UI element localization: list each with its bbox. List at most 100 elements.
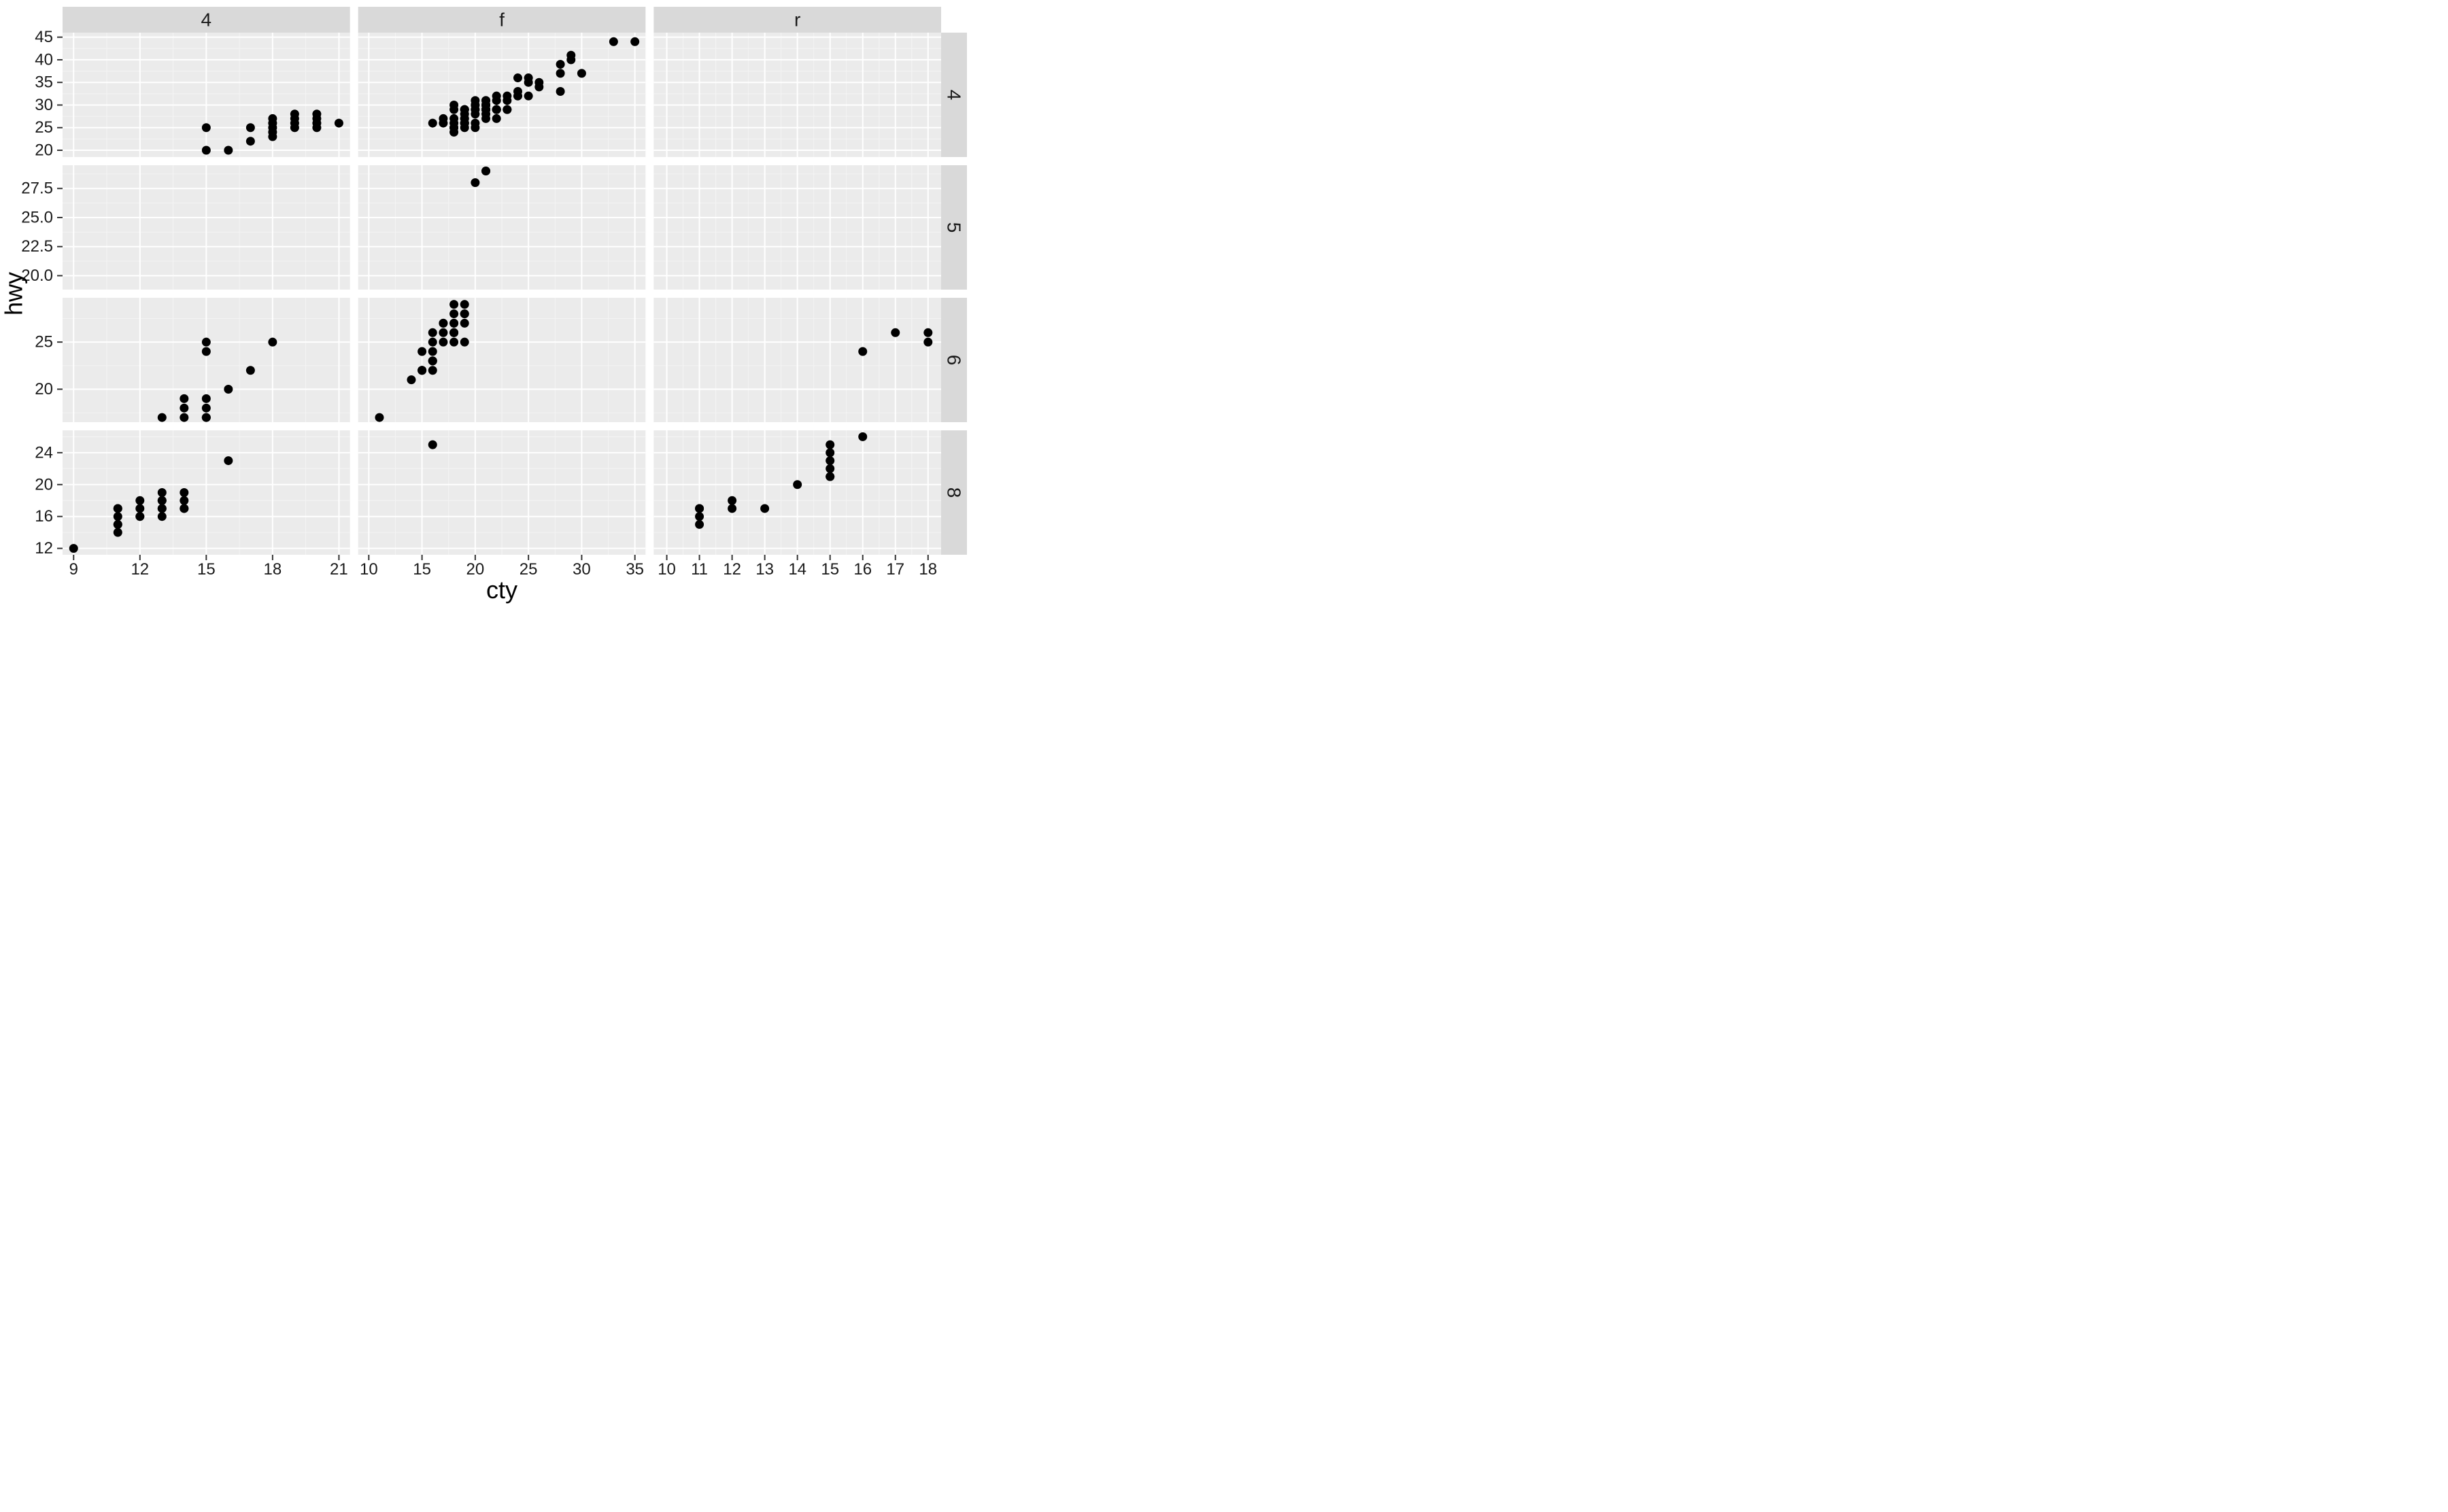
col-strip-label: 4: [201, 10, 212, 31]
x-tick-label: 15: [197, 560, 216, 579]
data-point: [439, 119, 447, 128]
data-point: [492, 96, 501, 105]
chart-svg: 4fr4568912151821101520253035101112131415…: [0, 0, 979, 605]
data-point: [449, 101, 458, 109]
panel: [653, 298, 941, 422]
data-point: [158, 496, 167, 505]
y-tick-label: 12: [35, 539, 53, 557]
panel: [358, 298, 646, 422]
data-point: [492, 105, 501, 114]
data-point: [69, 544, 78, 553]
data-point: [760, 504, 769, 513]
data-point: [609, 37, 618, 46]
data-point: [566, 55, 575, 64]
data-point: [728, 504, 736, 513]
data-point: [891, 328, 900, 337]
x-tick-label: 18: [919, 560, 937, 579]
data-point: [481, 105, 490, 114]
y-tick-label: 45: [35, 28, 53, 46]
data-point: [826, 472, 834, 481]
y-tick-label: 20: [35, 141, 53, 160]
data-point: [471, 105, 479, 114]
data-point: [180, 413, 188, 422]
data-point: [428, 441, 437, 449]
data-point: [428, 119, 437, 128]
data-point: [268, 114, 277, 123]
data-point: [577, 69, 586, 78]
data-point: [503, 105, 511, 114]
data-point: [114, 504, 122, 513]
data-point: [312, 123, 321, 132]
data-point: [513, 73, 522, 82]
data-point: [158, 504, 167, 513]
data-point: [428, 347, 437, 356]
row-strip-label: 8: [944, 487, 965, 498]
x-tick-label: 11: [691, 560, 708, 579]
x-tick-label: 14: [788, 560, 806, 579]
data-point: [439, 338, 447, 347]
data-point: [695, 520, 704, 529]
data-point: [471, 119, 479, 128]
data-point: [202, 413, 211, 422]
x-tick-label: 13: [755, 560, 774, 579]
panel: [63, 33, 350, 157]
data-point: [335, 119, 343, 128]
data-point: [135, 512, 144, 521]
x-tick-label: 21: [330, 560, 348, 579]
y-tick-label: 35: [35, 73, 53, 92]
y-tick-label: 25.0: [21, 208, 53, 226]
data-point: [180, 496, 188, 505]
col-strip-label: f: [499, 10, 505, 31]
data-point: [923, 338, 932, 347]
data-point: [630, 37, 639, 46]
data-point: [826, 448, 834, 457]
y-tick-label: 40: [35, 50, 53, 69]
data-point: [202, 123, 211, 132]
data-point: [449, 300, 458, 309]
y-tick-label: 25: [35, 118, 53, 137]
data-point: [202, 347, 211, 356]
x-tick-label: 15: [413, 560, 431, 579]
data-point: [428, 338, 437, 347]
data-point: [290, 119, 299, 128]
row-strip-label: 5: [944, 222, 965, 233]
data-point: [202, 394, 211, 403]
data-point: [826, 464, 834, 473]
data-point: [180, 504, 188, 513]
data-point: [290, 109, 299, 118]
x-tick-label: 18: [264, 560, 282, 579]
data-point: [513, 92, 522, 101]
y-tick-label: 25: [35, 333, 53, 351]
data-point: [114, 520, 122, 529]
data-point: [312, 114, 321, 123]
y-axis-title: hwy: [0, 272, 28, 315]
data-point: [428, 356, 437, 365]
x-tick-label: 10: [360, 560, 378, 579]
data-point: [793, 480, 802, 489]
panel: [63, 430, 350, 555]
data-point: [246, 366, 255, 375]
data-point: [858, 347, 867, 356]
data-point: [460, 319, 469, 328]
data-point: [460, 338, 469, 347]
panel: [653, 33, 941, 157]
data-point: [114, 512, 122, 521]
data-point: [439, 328, 447, 337]
data-point: [471, 178, 479, 187]
panel: [653, 430, 941, 555]
data-point: [202, 146, 211, 155]
data-point: [449, 309, 458, 318]
data-point: [180, 394, 188, 403]
data-point: [534, 78, 543, 87]
x-tick-label: 25: [520, 560, 538, 579]
panel: [358, 33, 646, 157]
panel: [63, 298, 350, 422]
data-point: [556, 69, 565, 78]
data-point: [135, 504, 144, 513]
data-point: [858, 432, 867, 441]
data-point: [158, 488, 167, 497]
x-tick-label: 10: [658, 560, 676, 579]
x-tick-label: 20: [466, 560, 485, 579]
data-point: [556, 60, 565, 69]
data-point: [407, 375, 415, 384]
